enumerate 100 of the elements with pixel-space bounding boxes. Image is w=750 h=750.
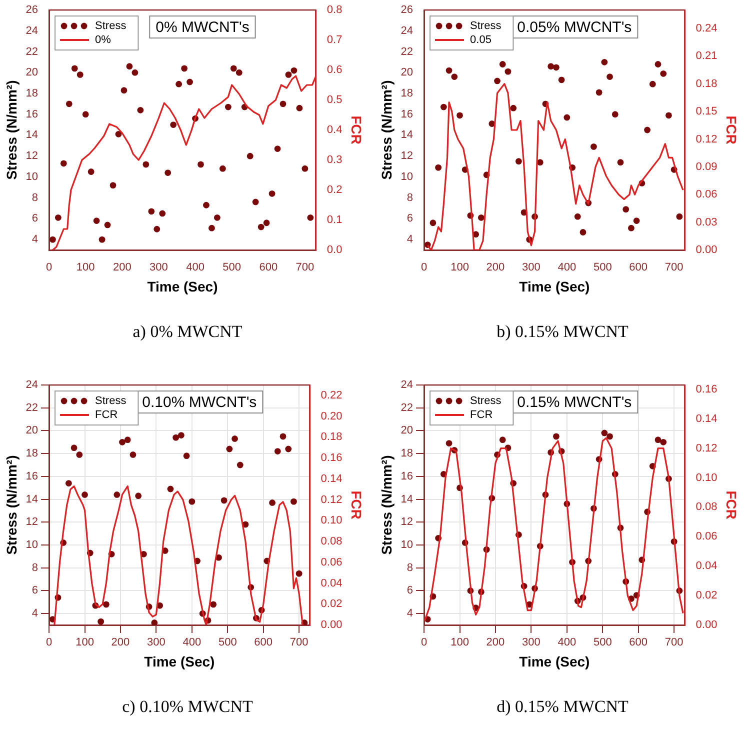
y-tick-label: 22 [400, 46, 414, 58]
y-tick-label: 18 [26, 88, 38, 100]
y2-tick-label: 0.4 [326, 124, 342, 136]
x-tick-label: 0 [420, 636, 428, 649]
y-tick-label: 24 [400, 24, 414, 37]
point [142, 161, 150, 168]
point [54, 214, 62, 221]
point [285, 446, 292, 452]
legend-label: 0% [95, 34, 112, 46]
y-tick-label: 6 [406, 212, 414, 225]
y2-tick-label: 0.16 [696, 383, 718, 396]
y-tick-label: 16 [400, 470, 414, 482]
y2-tick-label: 0.5 [326, 94, 342, 106]
x-tick-label: 500 [593, 262, 612, 274]
point [178, 432, 184, 438]
x-tick-label: 0 [46, 262, 52, 274]
point [280, 433, 286, 440]
point [82, 111, 89, 118]
point [167, 486, 174, 492]
point [644, 126, 650, 134]
y-tick-label: 4 [406, 234, 414, 246]
point [70, 444, 78, 452]
y2-tick-label: 0.2 [326, 184, 342, 196]
y2-tick-label: 0.10 [696, 472, 718, 484]
point [148, 208, 155, 215]
legend-label: FCR [470, 409, 493, 422]
point [590, 143, 597, 150]
legend-label: Stress [95, 395, 127, 408]
point [137, 106, 144, 114]
y2-tick-label: 0.8 [326, 4, 342, 16]
y-tick-label: 8 [406, 192, 414, 204]
point [564, 114, 570, 121]
point [135, 492, 142, 500]
y2-axis-title: FCR [724, 116, 740, 144]
point [548, 63, 554, 70]
x-tick-label: 0 [46, 636, 52, 649]
y-tick-label: 16 [400, 108, 414, 120]
point [130, 452, 136, 458]
point [633, 218, 640, 224]
x-tick-label: 200 [486, 262, 505, 274]
x-tick-label: 100 [450, 636, 469, 649]
point [290, 498, 297, 505]
point [120, 87, 128, 94]
x-tick-label: 400 [186, 262, 204, 274]
point [601, 430, 608, 436]
y2-tick-label: 0.6 [326, 64, 342, 76]
y-tick-label: 22 [400, 402, 414, 414]
point [226, 446, 233, 452]
point [102, 601, 110, 608]
x-axis-title: Time (Sec) [147, 278, 218, 294]
y-tick-label: 14 [26, 493, 38, 506]
y2-tick-label: 0.02 [696, 590, 718, 602]
point [49, 236, 56, 243]
x-tick-label: 500 [593, 636, 612, 649]
point [60, 160, 67, 167]
text: 0.10% MWCNT's [142, 394, 257, 412]
y2-axis-title: FCR [724, 490, 740, 520]
y2-tick-label: 0.10 [320, 514, 342, 527]
y2-tick-label: 0.22 [320, 389, 342, 402]
point [115, 130, 122, 138]
legend-label: Stress [470, 20, 502, 32]
point [307, 214, 314, 221]
point [263, 220, 270, 226]
point [430, 220, 436, 226]
y-tick-label: 18 [26, 448, 38, 460]
y-tick-label: 16 [26, 470, 38, 482]
point [504, 68, 512, 75]
point [553, 64, 560, 71]
point [478, 214, 484, 221]
y-tick-label: 18 [400, 88, 414, 100]
point [558, 76, 565, 84]
point [606, 433, 613, 440]
y-axis-title: Stress (N/mm²) [378, 80, 394, 180]
y2-tick-label: 0.0 [326, 244, 342, 256]
y-tick-label: 18 [400, 448, 414, 460]
point [76, 71, 84, 78]
point [510, 104, 517, 112]
point [220, 497, 228, 504]
y2-tick-label: 0.00 [696, 244, 718, 256]
point [258, 224, 264, 230]
x-tick-label: 300 [522, 636, 540, 649]
point [666, 112, 672, 119]
y-tick-label: 6 [406, 584, 414, 597]
point [296, 104, 303, 112]
text: 0.05% MWCNT's [517, 19, 632, 36]
y-axis-title: Stress (N/mm²) [3, 80, 20, 180]
point [280, 100, 286, 108]
y2-tick-label: 0.06 [320, 556, 342, 568]
point [296, 570, 302, 577]
y-tick-label: 26 [26, 4, 38, 16]
y2-tick-label: 0.03 [696, 216, 718, 228]
y-tick-label: 20 [400, 424, 414, 437]
text: 0.15% MWCNT's [517, 394, 632, 412]
point [612, 111, 618, 118]
x-tick-label: 600 [254, 636, 273, 649]
y-tick-label: 14 [400, 129, 414, 142]
y-tick-label: 24 [26, 379, 38, 392]
point [132, 69, 138, 76]
y2-tick-label: 0.12 [696, 442, 718, 454]
point [176, 80, 182, 88]
